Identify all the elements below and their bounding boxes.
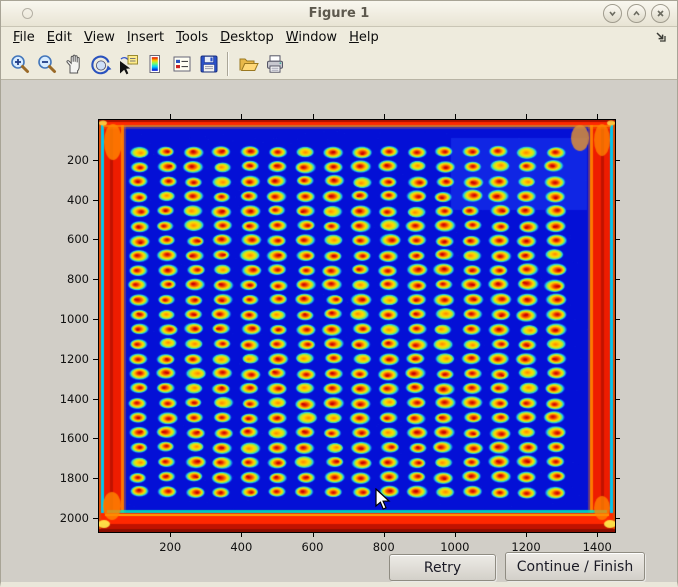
y-tick-mark bbox=[93, 199, 98, 201]
y-tick-label: 1800 bbox=[59, 471, 89, 486]
y-tick-mark bbox=[93, 358, 98, 360]
print-figure-icon bbox=[266, 54, 283, 73]
x-tick-mark bbox=[526, 532, 528, 537]
x-tick-label: 1200 bbox=[511, 540, 541, 554]
zoom-in-icon bbox=[10, 54, 29, 73]
maximize-button[interactable] bbox=[627, 4, 646, 23]
y-tick-mark-right bbox=[615, 159, 620, 161]
window-title: Figure 1 bbox=[308, 6, 370, 21]
y-tick-label: 1200 bbox=[59, 351, 89, 366]
toolbar-zoom-out-button[interactable] bbox=[33, 50, 60, 77]
insert-colorbar-icon bbox=[149, 54, 160, 73]
y-tick-mark bbox=[93, 478, 98, 480]
y-tick-label: 800 bbox=[67, 272, 89, 287]
toolbar-insert-colorbar-button[interactable] bbox=[141, 50, 168, 77]
y-tick-mark-right bbox=[615, 438, 620, 440]
y-tick-mark-right bbox=[615, 279, 620, 281]
menu-item-file[interactable]: File bbox=[13, 30, 35, 45]
thermal-image[interactable] bbox=[99, 120, 615, 532]
x-tick-mark-top bbox=[383, 114, 385, 119]
y-tick-label: 600 bbox=[67, 232, 89, 247]
x-tick-label: 200 bbox=[159, 540, 182, 554]
x-tick-mark-top bbox=[597, 114, 599, 119]
x-tick-mark bbox=[170, 532, 172, 537]
toolbar-zoom-in-button[interactable] bbox=[6, 50, 33, 77]
toolbar bbox=[1, 48, 677, 80]
y-tick-label: 1600 bbox=[59, 431, 89, 446]
y-tick-label: 1000 bbox=[59, 312, 89, 327]
open-file-icon bbox=[239, 58, 259, 71]
x-tick-mark-top bbox=[170, 114, 172, 119]
x-tick-mark bbox=[241, 532, 243, 537]
y-tick-mark bbox=[93, 398, 98, 400]
menu-item-help[interactable]: Help bbox=[349, 30, 379, 45]
retry-button[interactable]: Retry bbox=[389, 554, 496, 581]
y-tick-mark bbox=[93, 438, 98, 440]
y-tick-label: 200 bbox=[67, 152, 89, 167]
x-tick-mark bbox=[454, 532, 456, 537]
y-tick-mark bbox=[93, 319, 98, 321]
title-bar: Figure 1 bbox=[1, 1, 677, 27]
x-tick-label: 1400 bbox=[582, 540, 612, 554]
x-tick-label: 1000 bbox=[440, 540, 470, 554]
y-tick-mark-right bbox=[615, 358, 620, 360]
menu-item-desktop[interactable]: Desktop bbox=[220, 30, 274, 45]
rotate-3d-icon bbox=[90, 55, 111, 74]
chevron-up-icon bbox=[633, 10, 640, 16]
x-tick-mark-top bbox=[454, 114, 456, 119]
y-tick-label: 2000 bbox=[59, 511, 89, 526]
axes: 200 400 600 800 1000 1200 1400 200 400 600 800 1000… bbox=[60, 114, 620, 554]
x-tick-mark bbox=[597, 532, 599, 537]
pan-icon bbox=[65, 54, 80, 73]
y-tick-mark-right bbox=[615, 199, 620, 201]
y-tick-mark-right bbox=[615, 518, 620, 520]
toolbar-print-figure-button[interactable] bbox=[261, 50, 288, 77]
menu-bar: File Edit View Insert Tools Desktop Window Help bbox=[1, 27, 677, 48]
y-tick-mark-right bbox=[615, 478, 620, 480]
menu-item-edit[interactable]: Edit bbox=[46, 30, 72, 45]
menu-item-insert[interactable]: Insert bbox=[126, 30, 165, 45]
menu-item-view[interactable]: View bbox=[83, 30, 115, 45]
y-tick-label: 1400 bbox=[59, 391, 89, 406]
x-tick-mark-top bbox=[241, 114, 243, 119]
save-figure-icon bbox=[200, 55, 217, 72]
y-tick-mark-right bbox=[615, 398, 620, 400]
x-tick-label: 600 bbox=[301, 540, 324, 554]
toolbar-open-file-button[interactable] bbox=[234, 50, 261, 77]
y-tick-mark-right bbox=[615, 239, 620, 241]
toolbar-insert-legend-button[interactable] bbox=[168, 50, 195, 77]
y-tick-mark bbox=[93, 159, 98, 161]
toolbar-rotate-3d-button[interactable] bbox=[87, 50, 114, 77]
x-tick-label: 800 bbox=[372, 540, 395, 554]
toolbar-pan-button[interactable] bbox=[60, 50, 87, 77]
y-tick-label: 400 bbox=[67, 192, 89, 207]
x-tick-mark-top bbox=[526, 114, 528, 119]
insert-legend-icon bbox=[173, 56, 190, 71]
data-cursor-icon bbox=[119, 54, 138, 74]
menu-item-tools[interactable]: Tools bbox=[176, 30, 209, 45]
x-tick-mark bbox=[383, 532, 385, 537]
y-tick-mark-right bbox=[615, 319, 620, 321]
close-button[interactable] bbox=[651, 4, 670, 23]
toolbar-separator bbox=[227, 51, 229, 76]
chevron-down-icon bbox=[609, 11, 616, 17]
y-tick-mark bbox=[93, 518, 98, 520]
menu-item-window[interactable]: Window bbox=[285, 30, 338, 45]
window-controls bbox=[603, 4, 670, 23]
x-tick-mark bbox=[312, 532, 314, 537]
toolbar-data-cursor-button[interactable] bbox=[114, 50, 141, 77]
zoom-out-icon bbox=[37, 54, 56, 73]
continue-finish-button[interactable]: Continue / Finish bbox=[505, 552, 645, 581]
dock-figure-icon[interactable] bbox=[655, 31, 667, 47]
x-tick-mark-top bbox=[312, 114, 314, 119]
close-icon bbox=[657, 10, 664, 17]
y-tick-mark bbox=[93, 279, 98, 281]
x-tick-label: 400 bbox=[230, 540, 253, 554]
window-menu-icon[interactable] bbox=[22, 8, 33, 19]
y-tick-mark bbox=[93, 239, 98, 241]
toolbar-save-figure-button[interactable] bbox=[195, 50, 222, 77]
minimize-button[interactable] bbox=[603, 4, 622, 23]
